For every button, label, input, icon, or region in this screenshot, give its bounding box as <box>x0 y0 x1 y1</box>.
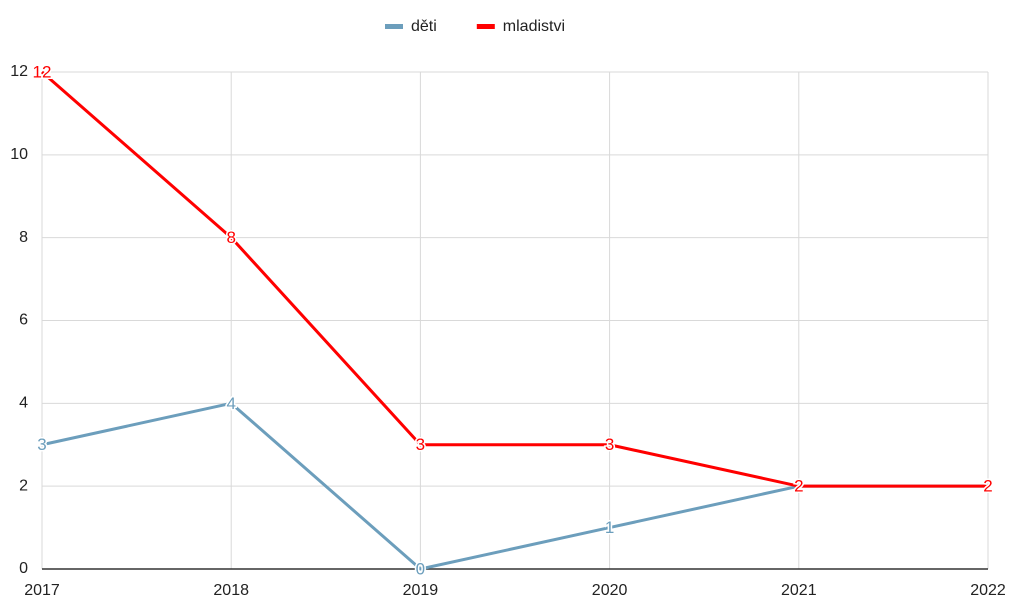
x-tick-label: 2018 <box>213 582 249 599</box>
data-label: 3 <box>605 435 614 454</box>
data-label: 12 <box>33 62 52 81</box>
data-label: 8 <box>226 228 235 247</box>
x-tick-label: 2021 <box>781 582 817 599</box>
y-tick-label: 4 <box>19 395 28 412</box>
data-label: 0 <box>416 559 425 578</box>
x-tick-label: 2017 <box>24 582 60 599</box>
legend-swatch <box>476 24 495 29</box>
y-tick-label: 6 <box>19 312 28 329</box>
y-tick-label: 0 <box>19 560 28 577</box>
x-tick-label: 2022 <box>970 582 1006 599</box>
data-label: 2 <box>983 477 992 496</box>
data-label: 4 <box>226 394 235 413</box>
series-line <box>41 70 988 488</box>
x-tick-label: 2020 <box>592 582 628 599</box>
legend-label: mladistvi <box>503 18 565 35</box>
data-label: 2 <box>794 477 803 496</box>
legend-label: děti <box>411 18 437 35</box>
y-tick-label: 12 <box>10 63 28 80</box>
data-label: 3 <box>37 435 46 454</box>
y-tick-label: 10 <box>10 146 28 163</box>
data-label: 2 <box>983 477 992 496</box>
y-tick-label: 8 <box>19 229 28 246</box>
legend-swatch <box>385 24 403 29</box>
x-tick-label: 2019 <box>403 582 439 599</box>
data-label: 1 <box>605 518 614 537</box>
y-tick-label: 2 <box>19 477 28 494</box>
data-label: 2 <box>794 477 803 496</box>
data-label: 3 <box>416 435 425 454</box>
